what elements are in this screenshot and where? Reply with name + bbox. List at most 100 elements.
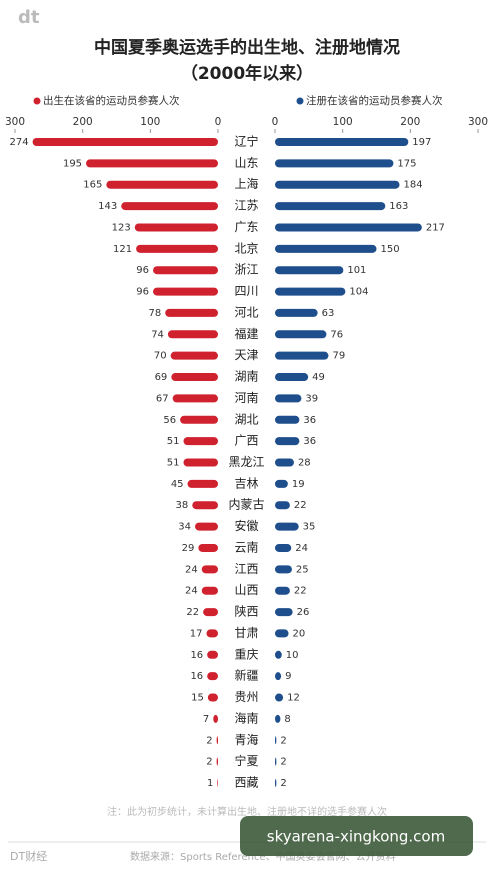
bar xyxy=(86,159,218,168)
value-label: 74 xyxy=(151,329,164,340)
x-tick-label: 300 xyxy=(5,116,25,128)
bar xyxy=(207,650,218,659)
value-label: 49 xyxy=(312,372,325,383)
category-label: 江苏 xyxy=(234,199,258,213)
bar xyxy=(32,138,218,146)
bar xyxy=(275,330,327,339)
bar xyxy=(275,180,400,189)
value-label: 70 xyxy=(154,351,167,362)
bar xyxy=(275,736,277,745)
category-label: 宁夏 xyxy=(234,753,258,768)
x-tick-label: 0 xyxy=(272,116,279,128)
value-label: 16 xyxy=(190,671,203,682)
value-label: 24 xyxy=(185,586,198,597)
category-label: 广东 xyxy=(234,220,258,234)
value-label: 34 xyxy=(178,522,191,533)
bar xyxy=(203,608,218,617)
legend-marker xyxy=(33,97,41,105)
value-label: 123 xyxy=(112,222,131,233)
category-label: 安徽 xyxy=(234,518,258,533)
bar xyxy=(121,202,218,211)
bar xyxy=(216,736,218,745)
bar xyxy=(275,373,309,382)
value-label: 197 xyxy=(412,137,431,148)
bar xyxy=(275,672,282,681)
bar xyxy=(275,779,277,787)
bar xyxy=(275,415,300,424)
category-label: 山西 xyxy=(234,583,258,597)
value-label: 51 xyxy=(167,436,180,447)
bar xyxy=(153,287,218,296)
value-label: 217 xyxy=(426,222,445,233)
category-label: 云南 xyxy=(234,539,258,554)
value-label: 29 xyxy=(182,543,195,554)
bar xyxy=(187,479,218,488)
category-label: 贵州 xyxy=(234,690,258,704)
bar xyxy=(213,714,218,723)
value-label: 101 xyxy=(347,265,366,276)
bar xyxy=(275,565,292,574)
legend-label: 出生在该省的运动员参赛人次 xyxy=(43,94,180,107)
category-label: 湖北 xyxy=(234,411,258,426)
bar xyxy=(136,244,218,253)
bar xyxy=(275,458,294,467)
value-label: 56 xyxy=(163,415,176,426)
chart-subtitle: （2000年以来） xyxy=(181,63,313,84)
value-label: 8 xyxy=(284,714,290,725)
value-label: 45 xyxy=(171,479,184,490)
value-label: 7 xyxy=(203,714,209,725)
bar xyxy=(275,308,318,317)
category-label: 天津 xyxy=(234,348,258,362)
x-tick-label: 100 xyxy=(333,116,353,128)
value-label: 67 xyxy=(156,393,169,404)
category-label: 青海 xyxy=(234,732,258,747)
bar xyxy=(275,757,277,766)
category-label: 山东 xyxy=(234,156,258,170)
value-label: 22 xyxy=(294,500,307,511)
value-label: 24 xyxy=(295,543,308,554)
logo: dt xyxy=(18,7,40,28)
value-label: 22 xyxy=(294,586,307,597)
value-label: 28 xyxy=(298,458,311,469)
value-label: 96 xyxy=(136,265,149,276)
watermark-box xyxy=(240,816,473,856)
bar xyxy=(216,757,218,766)
value-label: 2 xyxy=(280,735,286,746)
value-label: 143 xyxy=(98,201,117,212)
legend-marker xyxy=(296,97,304,105)
x-tick-label: 100 xyxy=(140,116,160,128)
bar xyxy=(134,223,218,232)
category-label: 新疆 xyxy=(234,668,258,683)
bar xyxy=(167,330,218,339)
category-label: 重庆 xyxy=(234,647,258,661)
category-label: 辽宁 xyxy=(234,134,258,149)
value-label: 51 xyxy=(167,458,180,469)
value-label: 25 xyxy=(296,564,309,575)
value-label: 104 xyxy=(349,287,368,298)
value-label: 78 xyxy=(148,308,161,319)
bar xyxy=(201,565,218,574)
category-label: 海南 xyxy=(234,710,258,725)
bar xyxy=(207,693,218,702)
bar xyxy=(206,629,218,638)
value-label: 274 xyxy=(9,137,28,148)
value-label: 76 xyxy=(330,329,343,340)
bar xyxy=(275,394,302,403)
category-label: 黑龙江 xyxy=(228,455,264,469)
value-label: 36 xyxy=(303,436,316,447)
bar xyxy=(275,202,386,211)
category-label: 四川 xyxy=(234,284,258,298)
bar xyxy=(275,650,282,659)
bar xyxy=(183,458,218,467)
bar xyxy=(217,779,218,787)
value-label: 163 xyxy=(389,201,408,212)
category-label: 北京 xyxy=(234,241,258,255)
value-label: 79 xyxy=(332,351,345,362)
category-label: 西藏 xyxy=(234,776,258,790)
category-label: 广西 xyxy=(234,434,258,448)
bar xyxy=(106,180,218,189)
value-label: 24 xyxy=(185,564,198,575)
bar xyxy=(165,308,218,317)
value-label: 1 xyxy=(207,778,213,789)
